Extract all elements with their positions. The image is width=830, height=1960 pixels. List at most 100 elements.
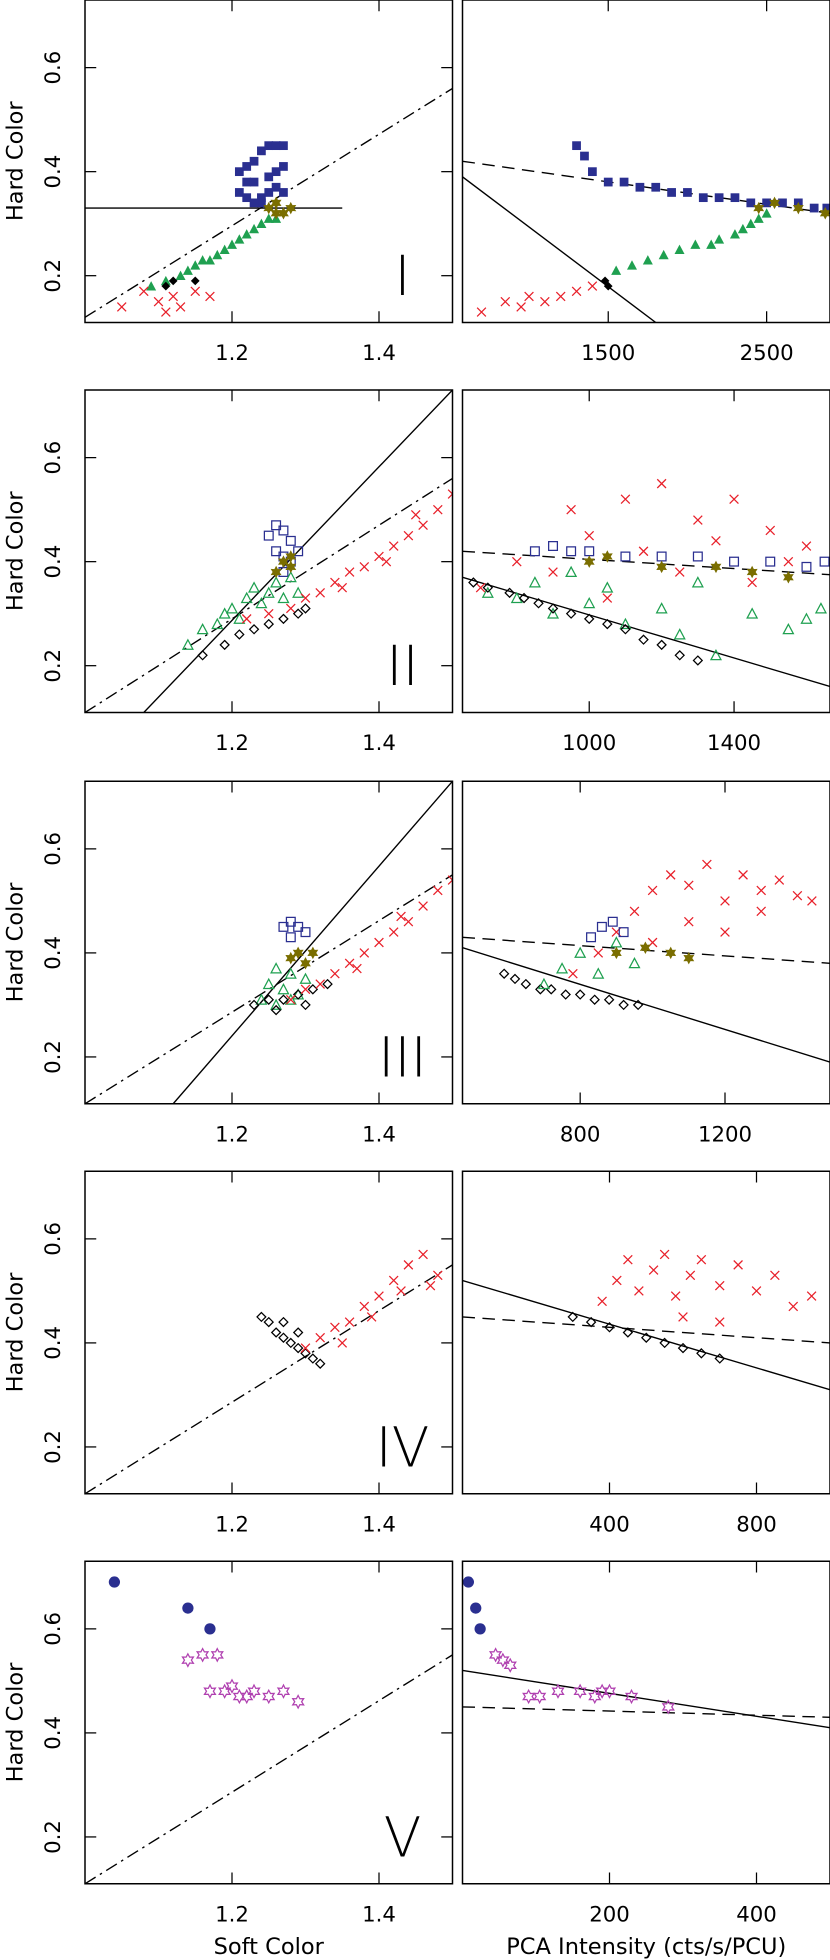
- point: [770, 1270, 780, 1281]
- point: [678, 1312, 688, 1322]
- point: [709, 648, 722, 661]
- point: [463, 881, 472, 890]
- point: [418, 1249, 428, 1260]
- y-tick-label: 0.6: [41, 51, 66, 85]
- point: [108, 1576, 121, 1588]
- y-tick-label: 0.6: [41, 1222, 66, 1256]
- frame: [84, 780, 454, 1105]
- point: [474, 1623, 486, 1635]
- point: [285, 603, 296, 614]
- point: [359, 562, 370, 572]
- y-tick-label: 0.6: [41, 1612, 66, 1646]
- point: [746, 607, 759, 619]
- plot-area: [462, 859, 830, 1063]
- point: [218, 1683, 232, 1699]
- point: [567, 1311, 579, 1323]
- point: [279, 162, 288, 171]
- point: [556, 962, 569, 974]
- point: [285, 916, 296, 927]
- y-tick-label: 0.2: [41, 649, 66, 683]
- point: [574, 989, 586, 1000]
- point: [270, 1004, 282, 1016]
- state-label: I: [394, 244, 410, 308]
- point: [322, 978, 333, 990]
- point: [278, 1332, 289, 1343]
- point: [374, 551, 384, 562]
- point: [528, 576, 541, 588]
- point: [291, 1694, 305, 1710]
- x-tick-label: 200: [589, 1902, 630, 1927]
- point: [560, 989, 571, 1000]
- y-tick-label: 0.4: [41, 545, 66, 579]
- point: [234, 167, 244, 177]
- point: [714, 1317, 725, 1327]
- point: [566, 546, 577, 557]
- point: [670, 1291, 681, 1301]
- plot-area: [462, 478, 830, 688]
- point: [315, 979, 326, 989]
- point: [683, 916, 694, 927]
- point: [504, 587, 515, 599]
- panel: 200 400 PCA Intensity (cts/s/PCU): [461, 1560, 830, 1960]
- point: [277, 591, 290, 604]
- x-tick-label: 1200: [698, 1122, 752, 1147]
- point: [632, 999, 644, 1011]
- state-label: IV: [376, 1415, 430, 1479]
- point: [548, 541, 559, 552]
- point: [548, 567, 558, 577]
- point: [509, 973, 521, 985]
- point: [651, 182, 661, 192]
- point: [175, 302, 186, 312]
- point: [271, 546, 282, 557]
- point: [807, 896, 817, 906]
- point: [299, 972, 312, 984]
- point: [753, 213, 764, 223]
- point: [619, 617, 632, 630]
- point: [733, 1260, 743, 1270]
- point: [806, 1291, 817, 1301]
- point: [263, 530, 274, 541]
- point: [520, 978, 532, 990]
- point: [746, 565, 758, 579]
- point: [607, 916, 618, 927]
- point: [659, 1249, 670, 1260]
- point: [248, 581, 261, 593]
- point: [344, 958, 355, 969]
- point: [529, 546, 540, 557]
- point: [655, 602, 668, 614]
- point: [546, 607, 560, 619]
- point: [753, 201, 765, 215]
- point: [756, 885, 767, 896]
- point: [262, 1688, 276, 1705]
- frame: [461, 0, 830, 324]
- point: [692, 551, 703, 562]
- point: [300, 1343, 311, 1353]
- point: [702, 859, 712, 870]
- point: [315, 1332, 326, 1343]
- point: [612, 1275, 622, 1286]
- point: [381, 556, 392, 567]
- point: [674, 650, 686, 661]
- point: [629, 906, 640, 917]
- point: [592, 967, 605, 979]
- panel: 400 800: [461, 1170, 830, 1537]
- point: [285, 994, 296, 1005]
- point: [249, 177, 259, 187]
- y-tick-label: 0.4: [41, 1716, 66, 1750]
- point: [601, 581, 614, 593]
- point: [661, 1699, 675, 1715]
- point: [710, 560, 722, 574]
- point: [270, 998, 283, 1010]
- point: [168, 291, 179, 302]
- x-axis-label: Soft Color: [214, 1934, 325, 1960]
- point: [284, 967, 297, 979]
- point: [242, 177, 252, 187]
- point: [278, 1316, 289, 1328]
- point: [765, 556, 776, 567]
- point: [658, 249, 669, 260]
- point: [225, 1678, 239, 1694]
- point: [634, 1286, 644, 1296]
- point: [263, 201, 275, 215]
- x-tick-label: 1.4: [362, 1512, 396, 1537]
- point: [620, 494, 631, 505]
